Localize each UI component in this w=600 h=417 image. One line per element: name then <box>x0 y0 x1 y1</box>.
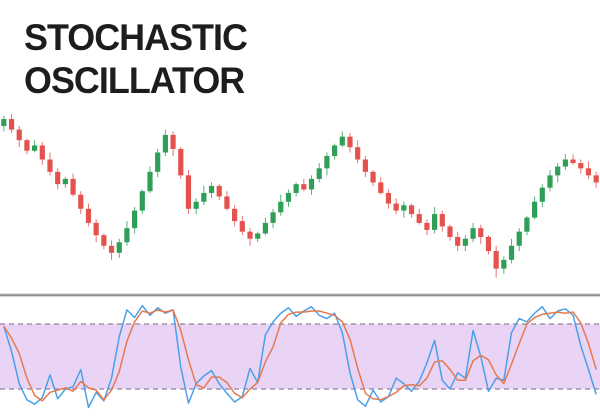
candle-body <box>78 194 84 209</box>
oscillator-panel <box>0 304 600 409</box>
candle-body <box>539 187 545 202</box>
candle-body <box>70 178 76 195</box>
candle-body <box>508 245 515 260</box>
candle-body <box>562 159 568 167</box>
candle-body <box>432 214 438 230</box>
candle-body <box>316 168 322 179</box>
candlestick-panel <box>1 113 599 278</box>
candle-body <box>155 152 161 172</box>
candle-body <box>278 201 284 213</box>
candle-body <box>370 171 376 183</box>
candle-body <box>193 201 199 209</box>
candle-body <box>501 259 507 269</box>
candle-body <box>570 159 576 164</box>
candle-body <box>239 221 245 232</box>
candle-body <box>55 171 61 185</box>
candle-body <box>355 147 361 160</box>
candle-body <box>578 163 584 169</box>
candle-body <box>208 185 215 193</box>
candle-body <box>108 245 115 253</box>
candle-body <box>93 222 99 236</box>
candle-body <box>185 175 192 209</box>
candle-body <box>47 159 53 172</box>
candle-body <box>408 205 415 215</box>
candle-body <box>455 236 461 246</box>
candle-body <box>285 192 292 202</box>
candle-body <box>201 192 207 202</box>
candle-body <box>585 168 592 176</box>
candle-body <box>478 228 484 237</box>
separator-line <box>0 294 600 297</box>
candle-body <box>324 156 330 169</box>
candle-body <box>401 205 407 211</box>
title-line-2: OSCILLATOR <box>24 60 245 101</box>
candle-body <box>385 192 392 204</box>
candle-body <box>516 231 522 246</box>
candle-body <box>347 136 353 148</box>
candle-body <box>339 136 345 146</box>
candle-body <box>247 231 253 239</box>
candle-body <box>147 171 153 192</box>
candle-body <box>439 214 445 227</box>
candle-body <box>270 212 276 223</box>
candle-body <box>132 210 138 229</box>
candle-body <box>462 238 468 246</box>
candle-body <box>547 175 553 188</box>
candle-body <box>593 175 599 183</box>
candle-body <box>116 242 122 253</box>
separator-line <box>0 293 600 295</box>
candle-body <box>32 145 38 151</box>
candle-body <box>16 129 22 141</box>
candle-body <box>216 185 222 197</box>
candle-body <box>85 208 92 223</box>
candle-body <box>378 182 384 193</box>
candle-body <box>493 251 499 269</box>
candle-body <box>524 217 530 232</box>
candle-body <box>170 134 176 149</box>
candle-body <box>39 145 45 160</box>
page-title: STOCHASTIC OSCILLATOR <box>24 16 248 102</box>
candle-body <box>1 119 7 127</box>
candle-body <box>101 235 107 246</box>
candle-body <box>362 159 368 172</box>
candle-body <box>255 233 261 239</box>
candle-body <box>332 145 338 156</box>
candle-body <box>393 203 399 211</box>
candle-body <box>424 222 430 230</box>
candle-body <box>262 222 268 234</box>
panel-separator <box>0 293 600 298</box>
candle-body <box>308 178 315 190</box>
candle-body <box>293 184 299 193</box>
candle-body <box>62 178 68 185</box>
title-line-1: STOCHASTIC <box>24 17 248 58</box>
candle-body <box>555 166 561 176</box>
separator-line <box>0 296 600 298</box>
candle-body <box>162 134 168 153</box>
candle-body <box>416 214 422 223</box>
candle-body <box>232 208 238 222</box>
candle-body <box>447 226 453 237</box>
candle-body <box>532 201 538 218</box>
percent-d-line <box>3 309 597 402</box>
candle-body <box>485 236 492 252</box>
neutral-zone-band <box>0 324 600 389</box>
candle-body <box>178 148 184 176</box>
candle-body <box>8 119 15 130</box>
candle-body <box>470 228 476 239</box>
candle-body <box>301 184 307 190</box>
candle-body <box>139 191 145 211</box>
percent-k-line <box>3 304 597 409</box>
candle-body <box>24 140 30 151</box>
candle-body <box>224 196 230 209</box>
candle-body <box>124 228 130 243</box>
